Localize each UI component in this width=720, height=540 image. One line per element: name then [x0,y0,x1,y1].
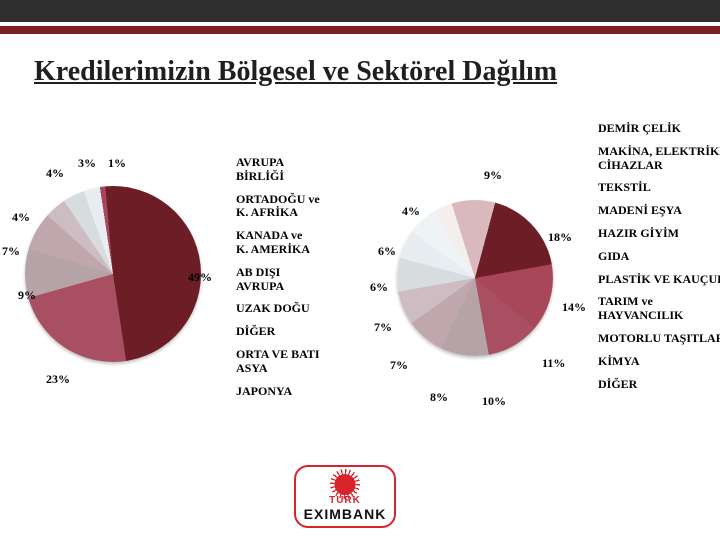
legend-item: HAZIR GİYİM [598,227,720,241]
pie-slice-label: 10% [482,394,506,409]
legend-item: UZAK DOĞU [236,302,320,316]
pie-slice-label: 6% [370,280,388,295]
legend-item: DİĞER [236,325,320,339]
pie-slice-label: 1% [108,156,126,171]
legend-item: DİĞER [598,378,720,392]
legend-item: MOTORLU TAŞITLAR [598,332,720,346]
pie-slice-label: 9% [18,288,36,303]
legend-item: TARIM veHAYVANCILIK [598,295,720,323]
legend-item: KİMYA [598,355,720,369]
sector-pie [397,200,553,356]
legend-item: AVRUPABİRLİĞİ [236,156,320,184]
region-pie [25,186,201,362]
legend-item: ORTADOĞU veK. AFRİKA [236,193,320,221]
legend-item: MADENİ EŞYA [598,204,720,218]
legend-item: KANADA veK. AMERİKA [236,229,320,257]
pie-slice-label: 18% [548,230,572,245]
pie-slice-label: 3% [78,156,96,171]
legend-item: MAKİNA, ELEKTRİKLİCİHAZLAR [598,145,720,173]
pie-slice-label: 7% [2,244,20,259]
header-accent [0,26,720,34]
header-dark [0,0,720,22]
pie-slice-label: 8% [430,390,448,405]
pie-slice-label: 7% [374,320,392,335]
chart-stage: 49% 23% 9% 7% 4% 4% 3% 1% 9% 18% 14% 11% 10% 8% 7% 7% 6… [0,110,720,540]
sector-legend: DEMİR ÇELİK MAKİNA, ELEKTRİKLİCİHAZLAR TEK… [598,122,720,400]
legend-item: GIDA [598,250,720,264]
header-bar [0,0,720,34]
pie-slice-label: 7% [390,358,408,373]
legend-item: PLASTİK VE KAUÇUK [598,273,720,287]
pie-slice-label: 4% [46,166,64,181]
logo-sun-icon [330,469,360,499]
pie-slice-label: 49% [188,270,212,285]
legend-item: TEKSTİL [598,181,720,195]
legend-item: JAPONYA [236,385,320,399]
page-title: Kredilerimizin Bölgesel ve Sektörel Dağı… [34,56,557,88]
logo-frame: TURK EXIMBANK [294,465,397,528]
pie-slice-label: 9% [484,168,502,183]
pie-slice-label: 6% [378,244,396,259]
logo-text-2: EXIMBANK [304,506,387,522]
pie-slice-label: 11% [542,356,565,371]
legend-item: DEMİR ÇELİK [598,122,720,136]
pie-slice-label: 14% [562,300,586,315]
logo: TURK EXIMBANK [270,465,420,528]
legend-item: ORTA VE BATIASYA [236,348,320,376]
pie-slice-label: 4% [12,210,30,225]
legend-item: AB DIŞIAVRUPA [236,266,320,294]
pie-slice-label: 23% [46,372,70,387]
pie-slice-label: 4% [402,204,420,219]
region-legend: AVRUPABİRLİĞİ ORTADOĞU veK. AFRİKA KANADA … [236,156,320,407]
